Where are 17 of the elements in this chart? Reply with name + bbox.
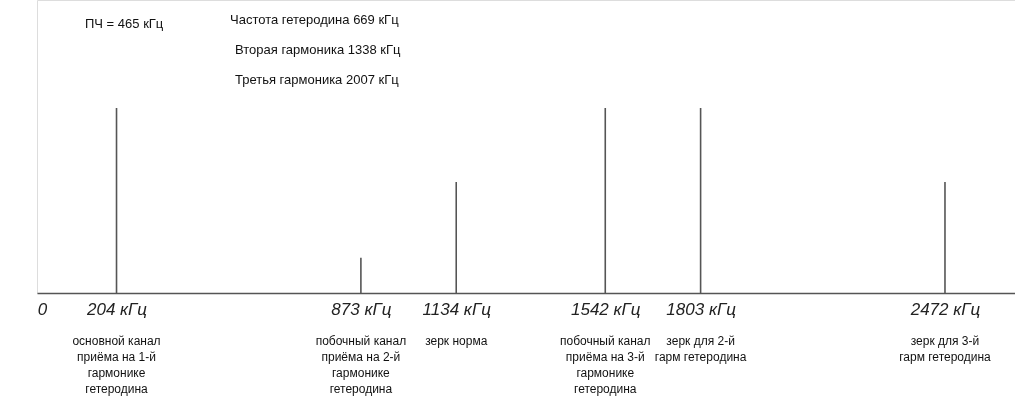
text: зерк для 3-й гарм гетеродина xyxy=(899,334,992,364)
text: побочный канал приёма на 2-й гармонике гетеродина xyxy=(315,334,407,396)
x-tick-label: 204 кГц xyxy=(85,299,148,319)
x-tick-label: 0 xyxy=(37,299,48,319)
x-tick-label: 1803 кГц xyxy=(666,299,737,319)
x-tick-label: 1134 кГц xyxy=(422,299,492,319)
x-tick-label: 2472 кГц xyxy=(909,299,981,319)
x-tick-label: 873 кГц xyxy=(331,299,392,319)
text: ПЧ = 465 кГц xyxy=(85,16,164,31)
text: зерк для 2-й гарм гетеродина xyxy=(654,334,747,364)
text: Третья гармоника 2007 кГц xyxy=(235,72,400,87)
text: Частота гетеродина 669 кГц xyxy=(230,12,400,27)
text: зерк норма xyxy=(425,334,488,348)
x-tick-label: 1542 кГц xyxy=(570,299,641,319)
text: побочный канал приёма на 3-й гармонике гетеродина xyxy=(560,334,651,396)
text: Вторая гармоника 1338 кГц xyxy=(235,42,401,57)
text: основной канал приёма на 1-й гармонике гетеродина xyxy=(72,334,161,396)
